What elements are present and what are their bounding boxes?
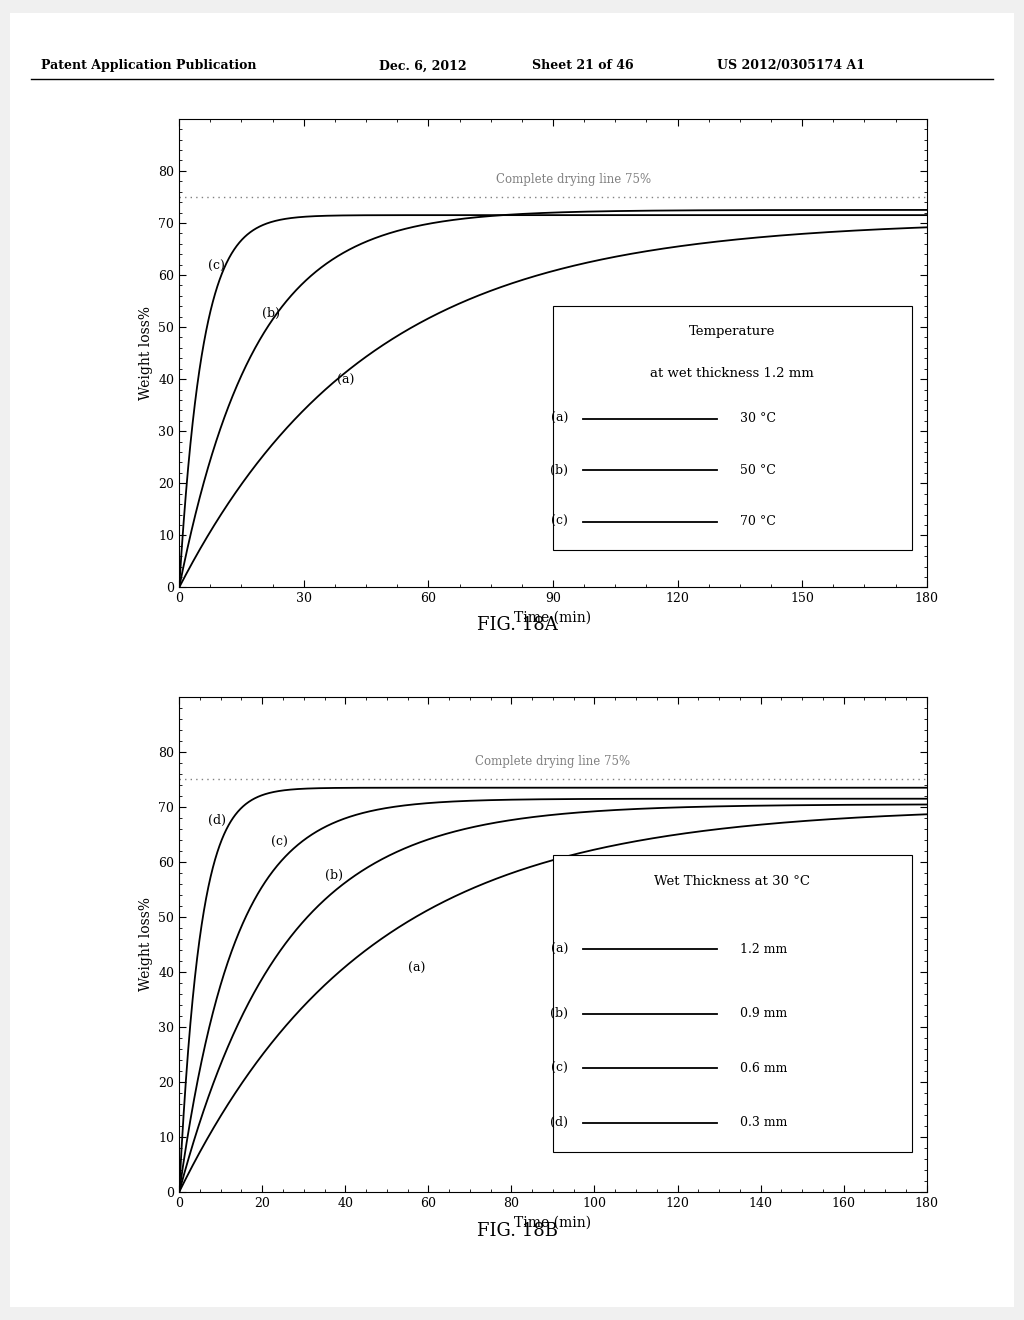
Text: (b): (b)	[550, 1007, 568, 1020]
Text: (a): (a)	[551, 942, 568, 956]
Text: US 2012/0305174 A1: US 2012/0305174 A1	[717, 59, 865, 73]
Text: Complete drying line 75%: Complete drying line 75%	[497, 173, 651, 186]
FancyBboxPatch shape	[553, 306, 911, 550]
Text: (b): (b)	[325, 869, 343, 882]
FancyBboxPatch shape	[553, 855, 911, 1152]
Text: (d): (d)	[550, 1117, 568, 1129]
Text: 50 °C: 50 °C	[739, 463, 776, 477]
Text: (c): (c)	[551, 515, 568, 528]
Text: (d): (d)	[208, 813, 226, 826]
Text: 30 °C: 30 °C	[739, 412, 776, 425]
Text: (a): (a)	[337, 375, 354, 387]
Text: (c): (c)	[208, 260, 225, 273]
Text: 1.2 mm: 1.2 mm	[739, 942, 787, 956]
Text: 0.9 mm: 0.9 mm	[739, 1007, 787, 1020]
Text: 70 °C: 70 °C	[739, 515, 776, 528]
Text: FIG. 18A: FIG. 18A	[477, 616, 557, 635]
Text: Sheet 21 of 46: Sheet 21 of 46	[532, 59, 634, 73]
Text: Patent Application Publication: Patent Application Publication	[41, 59, 256, 73]
Text: Temperature: Temperature	[689, 325, 775, 338]
Text: Dec. 6, 2012: Dec. 6, 2012	[379, 59, 467, 73]
Text: Complete drying line 75%: Complete drying line 75%	[475, 755, 631, 768]
Y-axis label: Weight loss%: Weight loss%	[139, 898, 153, 991]
Text: FIG. 18B: FIG. 18B	[476, 1222, 558, 1241]
Text: at wet thickness 1.2 mm: at wet thickness 1.2 mm	[650, 367, 814, 380]
Text: (c): (c)	[270, 836, 288, 849]
Text: (a): (a)	[551, 412, 568, 425]
Text: (c): (c)	[551, 1061, 568, 1074]
Text: (b): (b)	[262, 306, 281, 319]
Text: 0.6 mm: 0.6 mm	[739, 1061, 787, 1074]
X-axis label: Time (min): Time (min)	[514, 611, 592, 624]
Y-axis label: Weight loss%: Weight loss%	[139, 306, 153, 400]
Text: 0.3 mm: 0.3 mm	[739, 1117, 787, 1129]
Text: Wet Thickness at 30 °C: Wet Thickness at 30 °C	[654, 875, 810, 888]
Text: (a): (a)	[408, 962, 425, 975]
Text: (b): (b)	[550, 463, 568, 477]
X-axis label: Time (min): Time (min)	[514, 1216, 592, 1229]
